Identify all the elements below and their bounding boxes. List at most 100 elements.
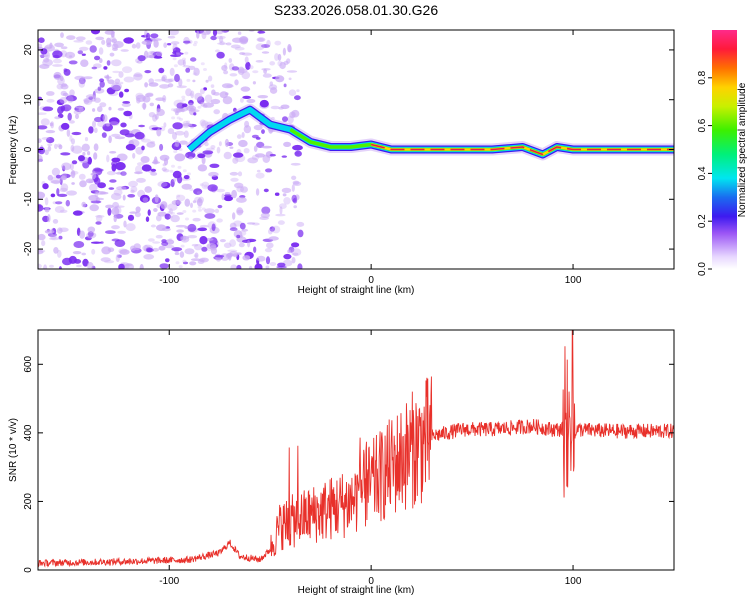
spectral-speckle	[217, 204, 223, 209]
spectral-speckle	[216, 146, 221, 154]
spectral-speckle	[106, 154, 110, 163]
spectral-speckle	[168, 238, 173, 242]
spectral-speckle	[173, 107, 183, 113]
spectral-speckle	[210, 145, 216, 149]
spectral-speckle	[116, 186, 127, 191]
spectral-speckle	[261, 145, 273, 149]
spectral-speckle	[52, 54, 60, 59]
spectral-speckle	[169, 169, 174, 173]
spectral-speckle	[171, 247, 183, 252]
spectral-speckle	[215, 188, 225, 193]
spectral-speckle	[265, 256, 271, 265]
spectral-speckle	[139, 194, 150, 203]
spectral-speckle	[237, 171, 243, 177]
spectral-speckle	[135, 94, 146, 103]
spectral-speckle	[150, 140, 155, 144]
colorbar-label: Normalized spectral amplitude	[737, 82, 748, 217]
spectral-speckle	[205, 79, 209, 83]
y-tick-label: 600	[23, 356, 34, 373]
spectral-speckle	[175, 194, 186, 202]
spectral-speckle	[146, 92, 154, 97]
spectral-speckle	[71, 138, 75, 145]
spectral-speckle	[70, 144, 75, 152]
spectral-speckle	[230, 264, 238, 269]
spectral-speckle	[85, 178, 94, 184]
spectral-speckle	[229, 146, 234, 149]
spectral-speckle	[101, 132, 107, 138]
spectral-speckle	[185, 67, 191, 73]
spectral-speckle	[225, 42, 232, 46]
spectral-speckle	[68, 60, 78, 65]
spectral-speckle	[92, 120, 96, 128]
spectral-speckle	[287, 249, 292, 254]
spectral-speckle	[265, 168, 273, 173]
spectral-speckle	[38, 204, 44, 212]
spectrogram-heatmap	[38, 30, 674, 269]
spectral-speckle	[213, 92, 220, 96]
spectral-speckle	[201, 207, 206, 211]
spectral-speckle	[172, 57, 177, 61]
spectral-speckle	[86, 232, 97, 239]
spectral-speckle	[207, 75, 213, 82]
spectral-speckle	[262, 73, 272, 78]
spectral-speckle	[179, 251, 185, 258]
spectral-speckle	[123, 37, 134, 44]
spectral-speckle	[52, 219, 59, 224]
spectral-speckle	[63, 68, 71, 76]
spectral-speckle	[38, 37, 45, 43]
spectral-speckle	[146, 55, 155, 58]
spectral-speckle	[53, 71, 62, 80]
spectral-speckle	[256, 169, 261, 173]
spectral-speckle	[40, 118, 50, 126]
snr-frame	[37, 329, 675, 571]
spectral-speckle	[88, 126, 94, 134]
colorbar-gradient	[712, 30, 737, 269]
spectral-speckle	[77, 50, 84, 55]
spectral-speckle	[159, 126, 166, 132]
y-tick-label: 20	[23, 44, 34, 56]
spectral-speckle	[192, 72, 197, 76]
spectral-speckle	[182, 210, 187, 213]
spectral-speckle	[176, 116, 181, 120]
spectral-speckle	[147, 209, 151, 216]
spectral-speckle	[229, 171, 239, 176]
spectral-speckle	[203, 68, 207, 71]
spectral-speckle	[117, 107, 125, 111]
spectral-speckle	[136, 60, 143, 64]
spectral-speckle	[78, 79, 86, 88]
spectral-speckle	[92, 108, 96, 112]
spectral-speckle	[93, 168, 104, 172]
spectral-speckle	[255, 60, 264, 63]
spectral-speckle	[94, 55, 101, 61]
spectral-speckle	[40, 48, 48, 55]
spectral-speckle	[199, 224, 209, 228]
spectral-speckle	[138, 124, 146, 128]
spectral-speckle	[108, 187, 115, 190]
spectral-speckle	[199, 88, 205, 95]
spectral-speckle	[297, 229, 304, 238]
spectral-speckle	[73, 241, 85, 248]
spectral-speckle	[141, 40, 153, 45]
y-tick-label: 0	[23, 146, 34, 152]
spectral-speckle	[296, 221, 305, 227]
spectral-speckle	[83, 76, 93, 80]
spectral-speckle	[46, 91, 55, 96]
spectral-speckle	[171, 47, 176, 51]
spectral-speckle	[181, 95, 186, 99]
spectral-speckle	[75, 113, 79, 120]
spectral-speckle	[248, 265, 253, 269]
spectral-speckle	[66, 95, 77, 102]
spectral-speckle	[181, 98, 186, 102]
spectral-speckle	[163, 122, 167, 128]
spectral-speckle	[110, 30, 115, 38]
spectral-speckle	[175, 111, 179, 116]
spectral-speckle	[130, 186, 138, 193]
spectral-speckle	[155, 51, 163, 57]
spectral-speckle	[224, 62, 228, 69]
spectral-speckle	[261, 206, 271, 215]
spectral-speckle	[62, 92, 69, 96]
spectral-speckle	[44, 207, 50, 213]
spectral-speckle	[236, 234, 241, 239]
spectral-speckle	[237, 68, 248, 73]
spectral-speckle	[71, 160, 78, 165]
